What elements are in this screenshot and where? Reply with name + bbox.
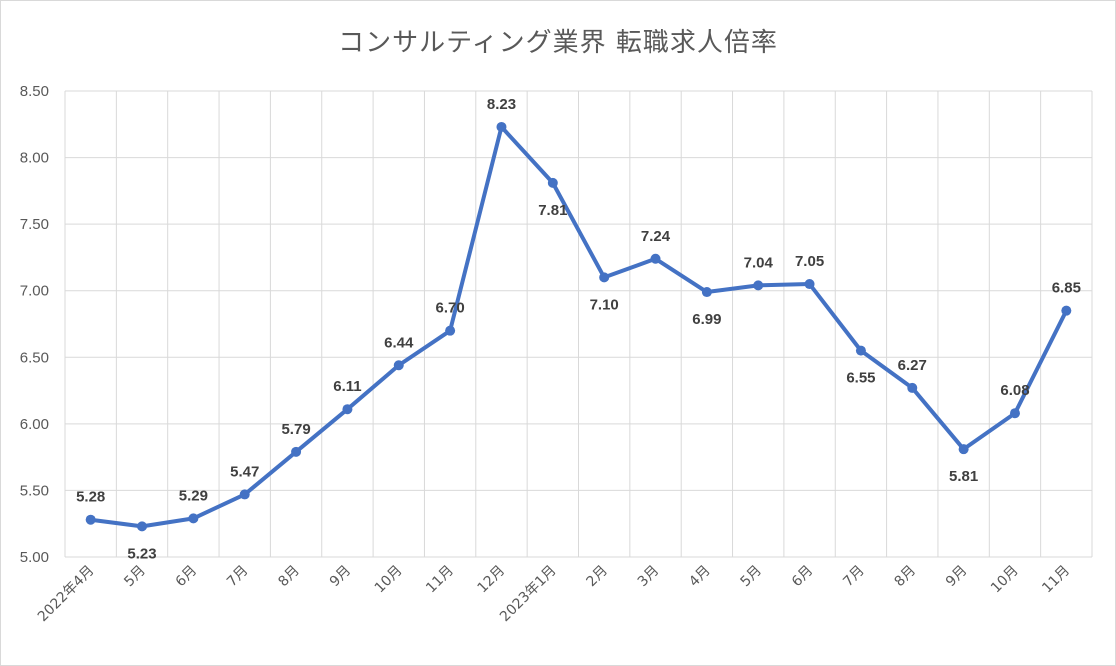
x-tick-label: 11月 [1039, 563, 1073, 597]
y-tick-label: 8.50 [20, 83, 49, 100]
data-label: 7.81 [538, 202, 567, 219]
data-label: 6.08 [1000, 382, 1029, 399]
x-tick-label: 9月 [327, 563, 355, 591]
chart-title: コンサルティング業界 転職求人倍率 [338, 28, 778, 58]
data-label: 5.47 [230, 463, 259, 480]
x-tick-label: 5月 [121, 563, 149, 591]
x-tick-label: 10月 [988, 563, 1022, 597]
data-point [855, 345, 866, 356]
x-tick-label: 7月 [840, 563, 868, 591]
y-tick-label: 5.00 [20, 549, 49, 566]
data-label: 5.29 [179, 487, 208, 504]
data-point [1009, 408, 1020, 419]
data-label: 7.24 [641, 228, 671, 245]
data-label: 6.11 [333, 378, 361, 395]
data-point [701, 287, 712, 298]
x-tick-label: 2022年4月 [35, 563, 98, 626]
x-tick-label: 7月 [224, 563, 252, 591]
x-tick-label: 11月 [423, 563, 457, 597]
data-label: 5.79 [281, 421, 310, 438]
data-label: 6.44 [384, 334, 414, 351]
grid [64, 90, 1093, 558]
data-label: 6.70 [436, 300, 465, 317]
x-tick-label: 8月 [275, 563, 303, 591]
data-point [547, 177, 558, 188]
x-tick-label: 8月 [892, 563, 920, 591]
data-point [958, 444, 969, 455]
y-tick-label: 7.00 [20, 283, 49, 300]
y-tick-label: 7.50 [20, 216, 49, 233]
data-point [753, 280, 764, 291]
data-point [239, 489, 250, 500]
x-tick-label: 6月 [173, 563, 201, 591]
x-tick-label: 5月 [738, 563, 766, 591]
x-tick-label: 6月 [789, 563, 817, 591]
x-tick-label: 4月 [686, 563, 714, 591]
data-label: 8.23 [487, 96, 516, 113]
data-label: 5.28 [76, 489, 105, 506]
data-point [804, 279, 815, 290]
y-tick-label: 6.00 [20, 416, 49, 433]
data-point [650, 253, 661, 264]
data-point [188, 513, 199, 524]
y-tick-label: 5.50 [20, 482, 49, 499]
data-label: 5.23 [127, 545, 156, 562]
data-label: 6.27 [898, 357, 927, 374]
data-point [342, 404, 353, 415]
data-point [599, 272, 610, 283]
data-label: 7.05 [795, 253, 824, 270]
data-point [1061, 305, 1072, 316]
data-label: 7.10 [590, 296, 619, 313]
x-tick-label: 9月 [943, 563, 971, 591]
data-label: 7.04 [744, 254, 774, 271]
data-label: 6.99 [692, 311, 721, 328]
x-tick-label: 10月 [372, 563, 406, 597]
series-line [88, 124, 1069, 529]
x-tick-label: 3月 [635, 563, 663, 591]
y-tick-label: 8.00 [20, 150, 49, 167]
data-point [496, 121, 507, 132]
x-tick-label: 12月 [474, 563, 508, 597]
x-tick-label: 2023年1月 [497, 563, 560, 626]
data-point [137, 521, 148, 532]
data-label: 6.55 [846, 370, 875, 387]
data-label: 6.85 [1052, 280, 1081, 297]
data-point [907, 382, 918, 393]
data-label: 5.81 [949, 468, 978, 485]
y-tick-label: 6.50 [20, 349, 49, 366]
data-point [85, 514, 96, 525]
data-point [393, 360, 404, 371]
data-point [291, 446, 302, 457]
x-tick-label: 2月 [583, 563, 611, 591]
data-point [445, 325, 456, 336]
